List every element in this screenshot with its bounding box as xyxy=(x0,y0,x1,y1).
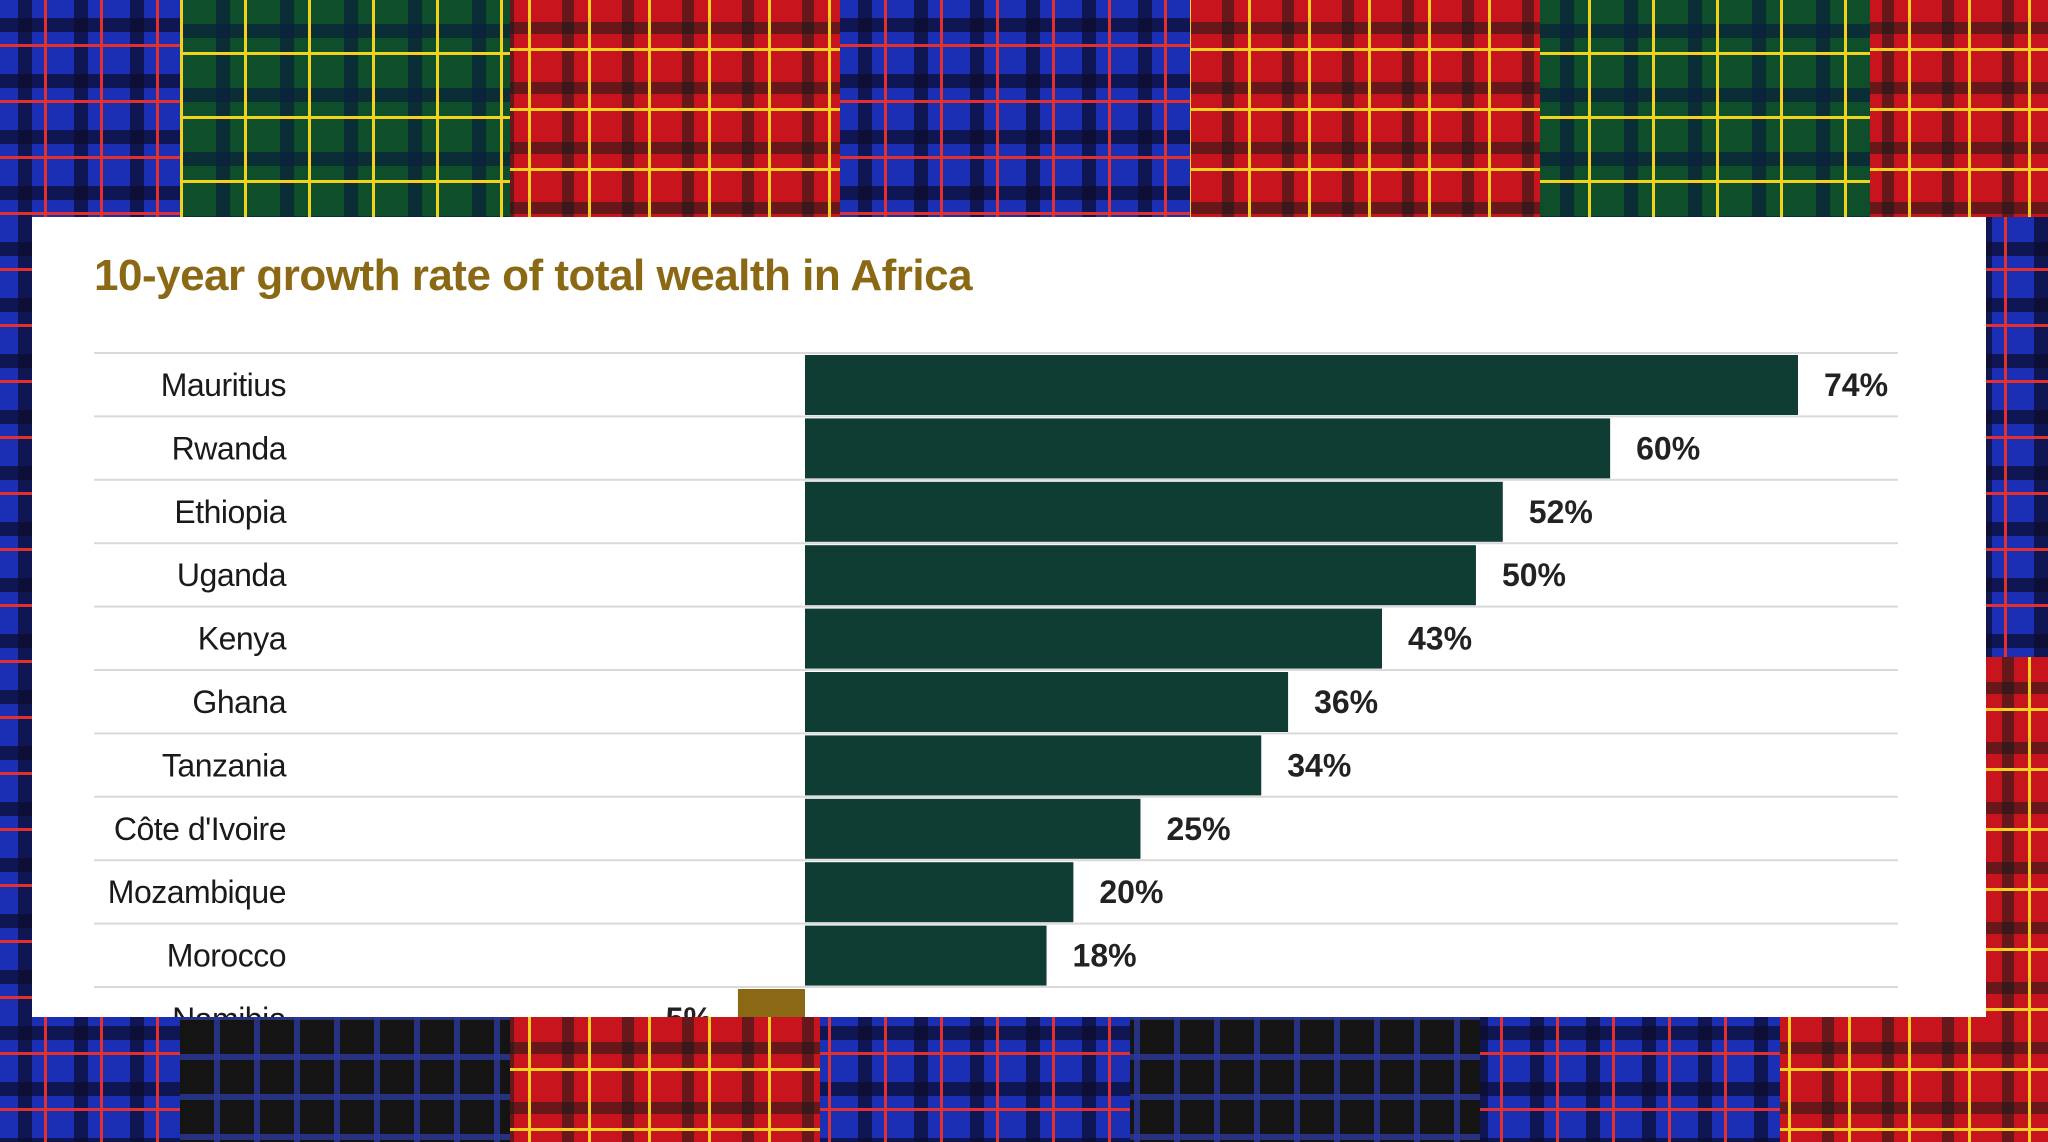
bar xyxy=(805,862,1074,923)
bar xyxy=(805,672,1289,732)
value-label: 34% xyxy=(1287,747,1351,783)
bar xyxy=(805,545,1476,606)
category-label: Namibia xyxy=(172,1001,287,1017)
bar xyxy=(805,418,1611,479)
category-label: Kenya xyxy=(198,621,287,657)
value-label: 43% xyxy=(1408,621,1472,657)
value-label: 20% xyxy=(1099,874,1163,910)
bar xyxy=(805,735,1262,796)
value-label: 18% xyxy=(1073,938,1137,974)
category-label: Ghana xyxy=(192,684,286,720)
category-label: Uganda xyxy=(177,557,287,593)
bar xyxy=(805,481,1503,542)
category-label: Morocco xyxy=(167,938,286,974)
category-label: Rwanda xyxy=(172,430,287,466)
value-label: 50% xyxy=(1502,557,1566,593)
bar xyxy=(805,608,1383,669)
category-label: Mauritius xyxy=(161,367,286,403)
value-label: 25% xyxy=(1166,811,1230,847)
value-label: -5% xyxy=(655,1001,712,1017)
bar xyxy=(805,798,1141,859)
bar xyxy=(805,925,1047,986)
category-label: Ethiopia xyxy=(174,494,286,530)
value-label: 60% xyxy=(1636,430,1700,466)
value-label: 52% xyxy=(1529,494,1593,530)
bar-chart: Mauritius 74% Rwanda 60% Ethiopia 52% Uganda 50… xyxy=(94,352,1898,1017)
category-label: Mozambique xyxy=(108,874,286,910)
chart-title: 10-year growth rate of total wealth in A… xyxy=(94,251,973,300)
value-label: 36% xyxy=(1314,684,1378,720)
category-label: Côte d'Ivoire xyxy=(114,811,286,847)
bar xyxy=(737,989,805,1017)
category-label: Tanzania xyxy=(162,747,287,783)
bar xyxy=(805,355,1798,415)
chart-panel: 10-year growth rate of total wealth in A… xyxy=(32,217,1986,1017)
value-label: 74% xyxy=(1824,367,1888,403)
